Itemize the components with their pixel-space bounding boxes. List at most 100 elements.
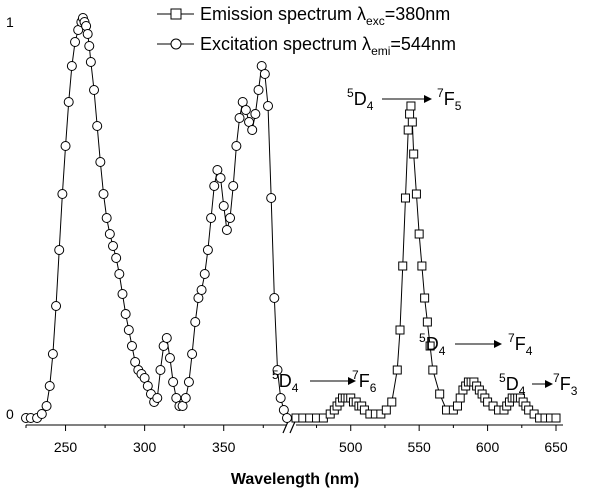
legend-square-marker (170, 8, 182, 20)
excitation-data-point (266, 193, 277, 203)
excitation-data-point (247, 125, 258, 135)
emission-data-point (551, 413, 561, 423)
x-tick-label: 550 (407, 439, 431, 455)
emission-data-point (381, 405, 391, 415)
x-tick-label: 250 (54, 439, 78, 455)
y-tick-label-1: 1 (6, 14, 14, 30)
excitation-data-point (221, 225, 232, 235)
transition-annotations: 5D4 7F5 5D4 7F4 5D4 7F6 5D4 7F3 (272, 86, 578, 398)
emission-data-point (452, 401, 462, 411)
excitation-data-point (187, 349, 198, 359)
emission-data-point (455, 393, 465, 403)
excitation-data-point (101, 213, 112, 223)
excitation-data-point (81, 21, 92, 31)
emission-data-point (395, 325, 405, 335)
annotation-5d4-7f3: 5D4 7F3 (499, 371, 578, 398)
excitation-data-point (161, 333, 172, 343)
excitation-data-point (104, 229, 115, 239)
excitation-data-point (54, 245, 65, 255)
legend: Emission spectrum λexc=380nm Excitation … (157, 4, 456, 58)
excitation-data-point (85, 57, 96, 67)
y-axis: 1 0 (6, 14, 14, 422)
emission-data-point (406, 101, 416, 111)
svg-text:5D4: 5D4 (347, 86, 374, 113)
svg-text:7F6: 7F6 (352, 368, 377, 395)
legend-entry-excitation: Excitation spectrum λemi=544nm (157, 34, 456, 58)
legend-label-emission: Emission spectrum λexc=380nm (200, 4, 450, 28)
excitation-data-point (250, 109, 261, 119)
excitation-data-point (36, 409, 47, 419)
excitation-data-point (89, 85, 100, 95)
annotation-5d4-7f4: 5D4 7F4 (419, 331, 533, 358)
excitation-data-point (60, 141, 71, 151)
excitation-data-point (152, 393, 163, 403)
excitation-series-line (26, 16, 288, 419)
excitation-data-point (269, 293, 280, 303)
excitation-data-point (234, 113, 245, 123)
excitation-data-point (63, 97, 74, 107)
emission-data-point (422, 317, 432, 327)
excitation-data-point (218, 201, 229, 211)
x-tick-label: 600 (476, 439, 500, 455)
excitation-data-point (215, 173, 226, 183)
excitation-data-point (66, 61, 77, 71)
excitation-data-point (164, 353, 175, 363)
excitation-data-point (95, 157, 106, 167)
excitation-data-point (108, 241, 118, 251)
excitation-data-point (70, 37, 81, 47)
excitation-data-point (225, 213, 236, 223)
excitation-data-point (155, 365, 166, 375)
excitation-data-point (228, 181, 239, 191)
emission-data-point (411, 189, 421, 199)
emission-data-point (407, 117, 417, 127)
x-axis-title: Wavelength (nm) (231, 471, 359, 488)
excitation-data-point (126, 341, 137, 351)
excitation-data-point (209, 181, 220, 191)
emission-data-point (387, 397, 397, 407)
emission-data-point (403, 125, 413, 135)
svg-text:5D4: 5D4 (272, 368, 299, 395)
excitation-data-point (168, 377, 179, 387)
excitation-data-point (44, 381, 55, 391)
excitation-data-point (51, 301, 62, 311)
y-tick-label-0: 0 (6, 406, 14, 422)
emission-data-point (435, 389, 445, 399)
annotation-5d4-7f5: 5D4 7F5 (347, 86, 462, 113)
emission-data-point (420, 293, 430, 303)
excitation-data-point (199, 269, 210, 279)
svg-text:5D4: 5D4 (419, 331, 446, 358)
excitation-data-point (282, 413, 292, 423)
emission-data-point (405, 109, 415, 119)
x-tick-label: 350 (212, 439, 236, 455)
svg-text:5D4: 5D4 (499, 371, 526, 398)
emission-data-point (398, 261, 408, 271)
svg-text:7F3: 7F3 (553, 371, 578, 398)
excitation-data-point (231, 141, 242, 151)
excitation-data-point (111, 253, 122, 263)
legend-entry-emission: Emission spectrum λexc=380nm (157, 4, 450, 28)
legend-circle-marker (170, 38, 182, 50)
excitation-data-point (180, 393, 191, 403)
legend-label-excitation: Excitation spectrum λemi=544nm (200, 34, 456, 58)
excitation-data-point (253, 85, 264, 95)
svg-text:7F5: 7F5 (437, 86, 462, 113)
emission-data-point (414, 229, 424, 239)
excitation-data-point (117, 289, 128, 299)
plot-markers (21, 13, 561, 423)
emission-data-point (417, 261, 427, 271)
emission-data-point (428, 365, 438, 375)
excitation-data-point (190, 317, 201, 327)
excitation-data-point (57, 189, 68, 199)
excitation-data-point (82, 29, 93, 39)
excitation-data-point (92, 121, 103, 131)
emission-data-point (409, 149, 419, 159)
excitation-data-point (183, 377, 194, 387)
excitation-data-point (259, 69, 270, 79)
excitation-data-point (206, 213, 217, 223)
x-tick-label: 650 (544, 439, 568, 455)
excitation-data-point (196, 285, 207, 295)
excitation-data-point (120, 309, 131, 319)
excitation-data-point (84, 41, 95, 51)
emission-data-point (400, 193, 410, 203)
excitation-data-point (123, 325, 134, 335)
